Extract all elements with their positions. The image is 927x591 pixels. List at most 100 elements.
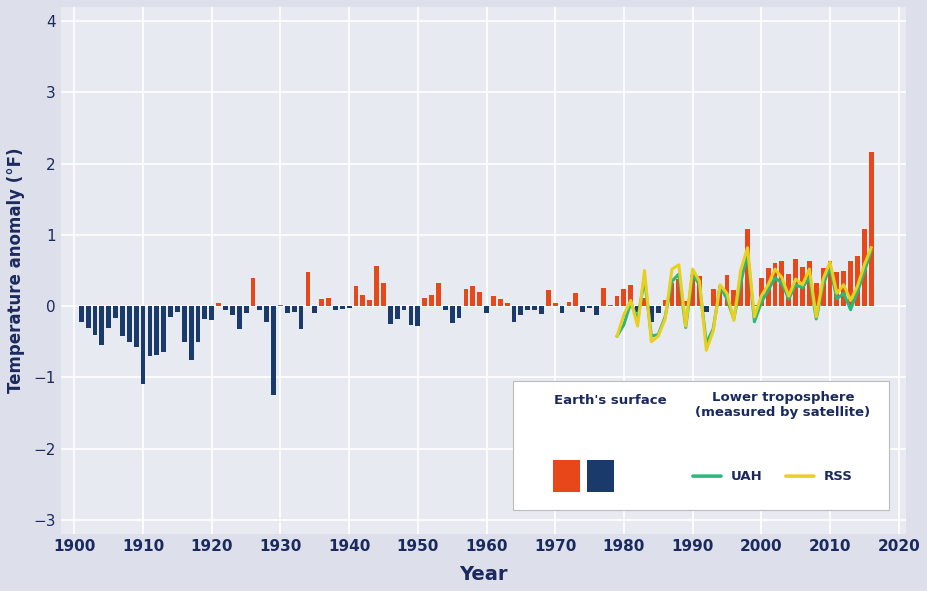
Bar	[765, 268, 769, 306]
Bar	[107, 306, 111, 327]
Bar	[463, 289, 468, 306]
Bar	[415, 306, 420, 326]
Bar	[868, 152, 872, 306]
Bar	[785, 274, 791, 306]
Bar	[456, 306, 461, 317]
Bar	[676, 279, 680, 306]
Bar	[545, 290, 550, 306]
Bar	[751, 305, 756, 306]
Bar	[182, 306, 186, 342]
Bar	[593, 306, 598, 314]
Bar	[476, 292, 481, 306]
Bar	[133, 306, 138, 348]
Bar	[717, 286, 722, 306]
FancyBboxPatch shape	[587, 460, 614, 492]
Bar	[230, 306, 235, 314]
Bar	[587, 306, 591, 309]
Bar	[147, 306, 152, 356]
Bar	[621, 289, 626, 306]
Bar	[565, 302, 571, 306]
Bar	[601, 288, 605, 306]
Text: Lower troposphere
(measured by satellite): Lower troposphere (measured by satellite…	[694, 391, 870, 418]
Bar	[387, 306, 392, 324]
Bar	[861, 229, 866, 306]
Bar	[319, 299, 324, 306]
Bar	[793, 259, 797, 306]
Bar	[353, 286, 358, 306]
Bar	[278, 305, 283, 306]
Bar	[381, 282, 386, 306]
Bar	[161, 306, 166, 352]
Bar	[264, 306, 269, 322]
Bar	[539, 306, 543, 314]
Bar	[236, 306, 241, 329]
Bar	[333, 306, 337, 310]
Bar	[312, 306, 317, 313]
Bar	[79, 306, 83, 322]
Bar	[257, 306, 262, 310]
Bar	[360, 296, 365, 306]
Bar	[490, 296, 495, 306]
Bar	[552, 303, 557, 306]
Bar	[394, 306, 400, 319]
Bar	[113, 306, 118, 317]
Bar	[244, 306, 248, 313]
Bar	[450, 306, 454, 323]
Bar	[202, 306, 207, 319]
Bar	[222, 306, 228, 310]
Bar	[648, 306, 654, 322]
Bar	[641, 298, 646, 306]
Bar	[628, 285, 632, 306]
Bar	[559, 306, 564, 313]
Bar	[806, 261, 811, 306]
Bar	[704, 306, 708, 312]
Text: UAH: UAH	[730, 470, 762, 483]
Bar	[607, 305, 612, 306]
Bar	[696, 276, 701, 306]
Bar	[758, 278, 763, 306]
Bar	[271, 306, 275, 395]
Bar	[99, 306, 104, 345]
Bar	[196, 306, 200, 342]
Bar	[655, 306, 660, 313]
Bar	[298, 306, 303, 329]
Bar	[210, 306, 214, 320]
Bar	[85, 306, 91, 327]
Bar	[291, 306, 297, 312]
Y-axis label: Temperature anomaly (°F): Temperature anomaly (°F)	[6, 148, 25, 393]
Bar	[401, 306, 406, 310]
Bar	[614, 296, 618, 306]
Bar	[573, 293, 578, 306]
Bar	[422, 298, 426, 306]
Bar	[374, 266, 378, 306]
FancyBboxPatch shape	[512, 381, 888, 511]
Bar	[799, 267, 804, 306]
Bar	[216, 303, 221, 306]
Bar	[484, 306, 489, 313]
Bar	[285, 306, 289, 313]
Bar	[305, 272, 310, 306]
Bar	[690, 275, 694, 306]
Bar	[841, 271, 845, 306]
Bar	[730, 290, 735, 306]
X-axis label: Year: Year	[458, 565, 507, 584]
Bar	[408, 306, 413, 324]
Bar	[710, 289, 715, 306]
Bar	[724, 275, 729, 306]
Bar	[367, 300, 372, 306]
Bar	[436, 283, 440, 306]
Text: Earth's surface: Earth's surface	[552, 394, 666, 407]
Bar	[779, 261, 783, 306]
Bar	[518, 306, 523, 314]
Bar	[250, 278, 255, 306]
Bar	[497, 299, 502, 306]
Bar	[470, 286, 475, 306]
Bar	[141, 306, 146, 385]
Bar	[819, 268, 825, 306]
Bar	[682, 301, 688, 306]
Bar	[428, 296, 434, 306]
Bar	[188, 306, 194, 361]
Bar	[442, 306, 447, 310]
Bar	[833, 272, 838, 306]
Bar	[339, 306, 344, 309]
